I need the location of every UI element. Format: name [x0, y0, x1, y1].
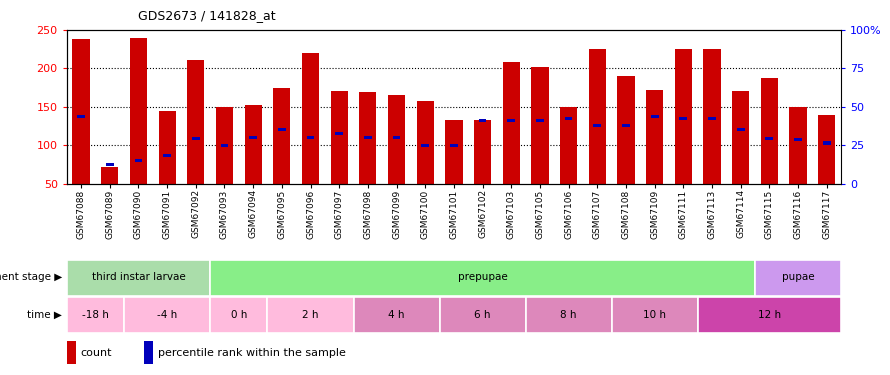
Text: 6 h: 6 h	[474, 310, 490, 320]
Bar	[622, 124, 630, 127]
Bar	[302, 53, 320, 184]
Bar	[789, 107, 806, 184]
Bar	[531, 67, 548, 184]
Bar	[679, 117, 687, 120]
Bar	[158, 111, 175, 184]
Bar	[144, 341, 153, 364]
Bar	[708, 117, 716, 120]
Bar	[703, 49, 721, 184]
Bar	[536, 119, 544, 122]
Text: 2 h: 2 h	[303, 310, 319, 320]
Bar	[268, 297, 353, 333]
Bar	[210, 297, 268, 333]
Bar	[330, 92, 348, 184]
Bar	[526, 297, 611, 333]
Bar	[336, 132, 343, 135]
Bar	[732, 92, 749, 184]
Text: time ▶: time ▶	[28, 310, 62, 320]
Bar	[507, 119, 515, 122]
Bar	[675, 49, 692, 184]
Bar	[106, 163, 114, 166]
Bar	[67, 260, 210, 296]
Bar	[588, 49, 606, 184]
Bar	[192, 137, 199, 140]
Bar	[353, 297, 440, 333]
Bar	[755, 260, 841, 296]
Bar	[698, 297, 841, 333]
Bar	[278, 128, 286, 132]
Bar	[651, 114, 659, 118]
Bar	[388, 95, 405, 184]
Bar	[565, 117, 572, 120]
Bar	[823, 141, 830, 144]
Text: 8 h: 8 h	[561, 310, 577, 320]
Bar	[794, 138, 802, 141]
Text: GDS2673 / 141828_at: GDS2673 / 141828_at	[138, 9, 276, 22]
Text: 0 h: 0 h	[231, 310, 247, 320]
Bar	[216, 107, 233, 184]
Bar	[210, 260, 755, 296]
Bar	[646, 90, 663, 184]
Bar	[163, 154, 171, 157]
Text: 4 h: 4 h	[388, 310, 405, 320]
Bar	[245, 105, 262, 184]
Text: 12 h: 12 h	[757, 310, 781, 320]
Bar	[72, 39, 90, 184]
Bar	[474, 120, 491, 184]
Bar	[67, 297, 124, 333]
Bar	[737, 128, 745, 132]
Bar	[818, 115, 836, 184]
Bar	[618, 76, 635, 184]
Bar	[450, 144, 457, 147]
Bar	[67, 341, 76, 364]
Bar	[134, 159, 142, 162]
Text: development stage ▶: development stage ▶	[0, 273, 62, 282]
Bar	[611, 297, 698, 333]
Text: -18 h: -18 h	[82, 310, 109, 320]
Text: 10 h: 10 h	[643, 310, 666, 320]
Text: third instar larvae: third instar larvae	[92, 273, 185, 282]
Text: prepupae: prepupae	[457, 273, 507, 282]
Bar	[560, 107, 578, 184]
Bar	[440, 297, 526, 333]
Bar	[392, 136, 400, 139]
Text: percentile rank within the sample: percentile rank within the sample	[158, 348, 346, 357]
Bar	[761, 78, 778, 184]
Text: pupae: pupae	[781, 273, 814, 282]
Bar	[273, 88, 290, 184]
Bar	[77, 116, 85, 118]
Bar	[187, 60, 205, 184]
Bar	[503, 62, 520, 184]
Bar	[445, 120, 463, 184]
Bar	[101, 167, 118, 184]
Bar	[124, 297, 210, 333]
Bar	[221, 144, 229, 147]
Bar	[364, 136, 372, 139]
Bar	[417, 101, 433, 184]
Bar	[307, 136, 314, 139]
Bar	[594, 124, 601, 127]
Bar	[421, 144, 429, 147]
Bar	[765, 137, 773, 140]
Bar	[360, 92, 376, 184]
Text: -4 h: -4 h	[157, 310, 177, 320]
Bar	[130, 38, 147, 184]
Bar	[249, 136, 257, 139]
Bar	[479, 119, 487, 122]
Text: count: count	[81, 348, 112, 357]
